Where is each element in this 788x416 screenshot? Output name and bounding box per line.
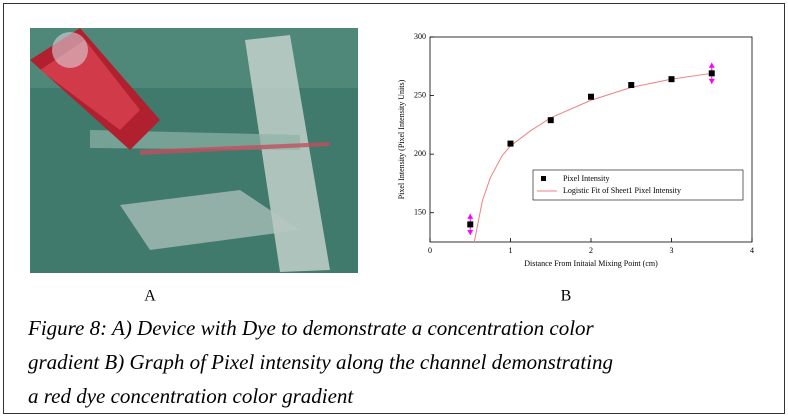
plot-frame <box>429 36 753 243</box>
caption-line: gradient B) Graph of Pixel intensity alo… <box>28 350 613 374</box>
x-tick-label: 2 <box>589 246 593 255</box>
legend-marker <box>541 176 546 181</box>
legend-label: Pixel Intensity <box>563 174 609 183</box>
photo <box>30 28 358 273</box>
x-tick-label: 0 <box>428 246 432 255</box>
data-point <box>547 117 554 124</box>
error-cap <box>467 229 474 235</box>
x-tick-label: 4 <box>750 246 754 255</box>
legend-label: Logistic Fit of Sheet1 Pixel Intensity <box>563 186 681 195</box>
data-point <box>628 82 635 89</box>
y-tick-label: 250 <box>414 90 426 99</box>
error-cap <box>708 78 715 84</box>
error-cap <box>708 62 715 68</box>
panel-label: B <box>561 288 572 305</box>
data-point <box>588 93 594 100</box>
data-point <box>668 76 675 83</box>
y-tick-label: 150 <box>414 208 426 217</box>
panel-label: A <box>144 288 156 305</box>
caption-line: a red dye concentration color gradient <box>28 384 354 408</box>
caption-line: Figure 8: A) Device with Dye to demonstr… <box>27 316 595 340</box>
chart: 0 1 2 3 4 150 200 250 300 Distance From Initaial … <box>397 32 754 268</box>
legend-box <box>532 169 744 201</box>
data-point <box>708 70 715 77</box>
fit-line <box>473 72 712 243</box>
y-tick-label: 300 <box>414 32 426 41</box>
x-tick-label: 1 <box>509 246 513 255</box>
error-cap <box>467 213 474 219</box>
frame <box>3 3 785 414</box>
x-axis-title: Distance From Initaial Mixing Point (cm) <box>524 259 658 268</box>
y-axis-title: Pixel Intensity (Pixel Intensity Units) <box>397 79 406 199</box>
y-tick-label: 200 <box>414 149 426 158</box>
data-point <box>467 221 474 228</box>
x-tick-label: 3 <box>670 246 674 255</box>
data-point <box>507 140 514 147</box>
